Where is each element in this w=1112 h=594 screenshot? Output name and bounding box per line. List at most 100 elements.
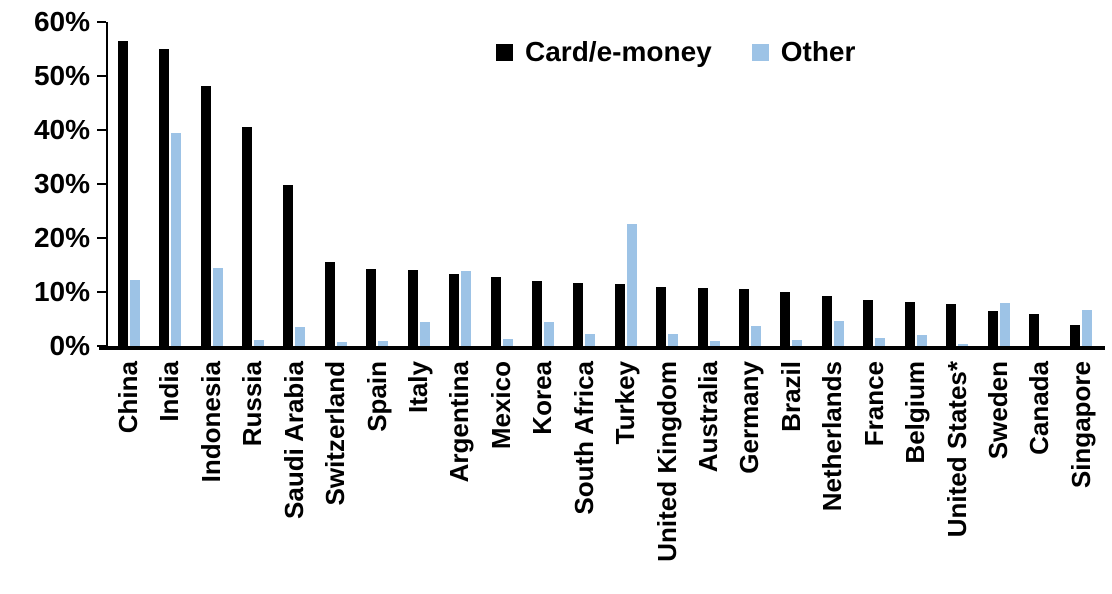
bar-group-switzerland — [315, 22, 356, 346]
bar-card-e-money — [283, 185, 294, 346]
x-axis-label-united-states-: United States* — [941, 361, 972, 538]
bar-group-sweden — [978, 22, 1019, 346]
x-axis-label-australia: Australia — [692, 361, 723, 473]
bar-group-united-states- — [936, 22, 977, 346]
x-label-cell: Netherlands — [812, 361, 853, 594]
legend-label-other: Other — [780, 36, 856, 67]
x-axis-label-belgium: Belgium — [900, 361, 931, 464]
x-axis-label-indonesia: Indonesia — [195, 361, 226, 483]
bar-other — [1082, 310, 1093, 346]
x-label-cell: Turkey — [605, 361, 646, 594]
bar-group-mexico — [481, 22, 522, 346]
y-tick-label-0: 0% — [49, 330, 90, 361]
y-tick-label-50: 50% — [33, 60, 90, 91]
bar-card-e-money — [159, 48, 170, 346]
x-axis-label-turkey: Turkey — [610, 361, 641, 445]
bar-group-singapore — [1061, 22, 1102, 346]
x-label-cell: Germany — [729, 361, 770, 594]
x-axis-label-korea: Korea — [527, 361, 558, 435]
x-label-cell: Brazil — [771, 361, 812, 594]
bar-group-spain — [357, 22, 398, 346]
x-axis-label-france: France — [858, 361, 889, 447]
x-label-cell: United Kingdom — [646, 361, 687, 594]
bar-card-e-money — [531, 280, 542, 346]
bar-card-e-money — [904, 302, 915, 346]
y-tick-mark — [97, 129, 106, 131]
bar-group-netherlands — [812, 22, 853, 346]
bar-card-e-money — [490, 276, 501, 346]
bar-other — [461, 270, 472, 346]
x-label-cell: Mexico — [481, 361, 522, 594]
bar-group-belgium — [895, 22, 936, 346]
bar-group-france — [854, 22, 895, 346]
y-tick-mark — [97, 237, 106, 239]
bar-other — [419, 322, 430, 346]
bar-group-indonesia — [191, 22, 232, 346]
bar-card-e-money — [324, 262, 335, 346]
y-tick-mark — [97, 21, 106, 23]
bar-group-saudi-arabia — [274, 22, 315, 346]
x-axis-label-argentina: Argentina — [444, 361, 475, 483]
bar-other — [543, 321, 554, 346]
y-tick-mark — [97, 75, 106, 77]
y-tick-label-10: 10% — [33, 276, 90, 307]
x-axis-label-italy: Italy — [403, 361, 434, 414]
bar-other — [792, 339, 803, 346]
x-axis-label-mexico: Mexico — [485, 361, 516, 450]
x-label-cell: Switzerland — [315, 361, 356, 594]
bar-card-e-money — [200, 86, 211, 346]
legend: Card/e-money Other — [496, 36, 855, 68]
y-tick-label-40: 40% — [33, 114, 90, 145]
bar-card-e-money — [987, 310, 998, 346]
x-label-cell: China — [108, 361, 149, 594]
bar-card-e-money — [739, 289, 750, 346]
bar-card-e-money — [697, 288, 708, 346]
bar-other — [751, 325, 762, 346]
legend-label-card-e-money: Card/e-money — [525, 36, 712, 67]
bar-group-united-kingdom — [646, 22, 687, 346]
x-label-cell: Korea — [522, 361, 563, 594]
bar-other — [916, 335, 927, 346]
x-axis-label-germany: Germany — [734, 361, 765, 474]
bar-group-india — [149, 22, 190, 346]
y-tick-label-60: 60% — [33, 6, 90, 37]
x-label-cell: India — [149, 361, 190, 594]
bar-other — [958, 344, 969, 346]
x-label-cell: United States* — [936, 361, 977, 594]
bar-card-e-money — [407, 270, 418, 346]
bar-group-canada — [1019, 22, 1060, 346]
x-label-cell: Italy — [398, 361, 439, 594]
bar-card-e-money — [241, 127, 252, 346]
bar-group-italy — [398, 22, 439, 346]
bar-other — [378, 341, 389, 346]
plot-area — [108, 22, 1102, 346]
bar-group-argentina — [439, 22, 480, 346]
x-label-cell: Belgium — [895, 361, 936, 594]
bar-other — [999, 302, 1010, 346]
bar-group-korea — [522, 22, 563, 346]
x-axis-label-switzerland: Switzerland — [320, 361, 351, 506]
y-tick-mark — [97, 291, 106, 293]
bar-other — [709, 340, 720, 346]
x-label-cell: Saudi Arabia — [274, 361, 315, 594]
x-label-cell: Indonesia — [191, 361, 232, 594]
x-label-cell: Canada — [1019, 361, 1060, 594]
x-axis-label-china: China — [113, 361, 144, 434]
x-axis-label-singapore: Singapore — [1065, 361, 1096, 489]
x-axis-label-south-africa: South Africa — [568, 361, 599, 515]
bar-other — [668, 333, 679, 346]
x-axis-label-russia: Russia — [237, 361, 268, 447]
x-axis-label-sweden: Sweden — [982, 361, 1013, 460]
x-label-cell: Australia — [688, 361, 729, 594]
x-label-cell: South Africa — [564, 361, 605, 594]
bar-card-e-money — [1028, 313, 1039, 346]
x-label-cell: Sweden — [978, 361, 1019, 594]
legend-item-other: Other — [751, 36, 856, 68]
bar-group-south-africa — [564, 22, 605, 346]
x-axis-label-spain: Spain — [361, 361, 392, 432]
bar-card-e-money — [821, 296, 832, 346]
y-tick-mark — [97, 183, 106, 185]
bar-card-e-money — [1070, 324, 1081, 346]
card-e-money-swatch-icon — [496, 43, 513, 61]
